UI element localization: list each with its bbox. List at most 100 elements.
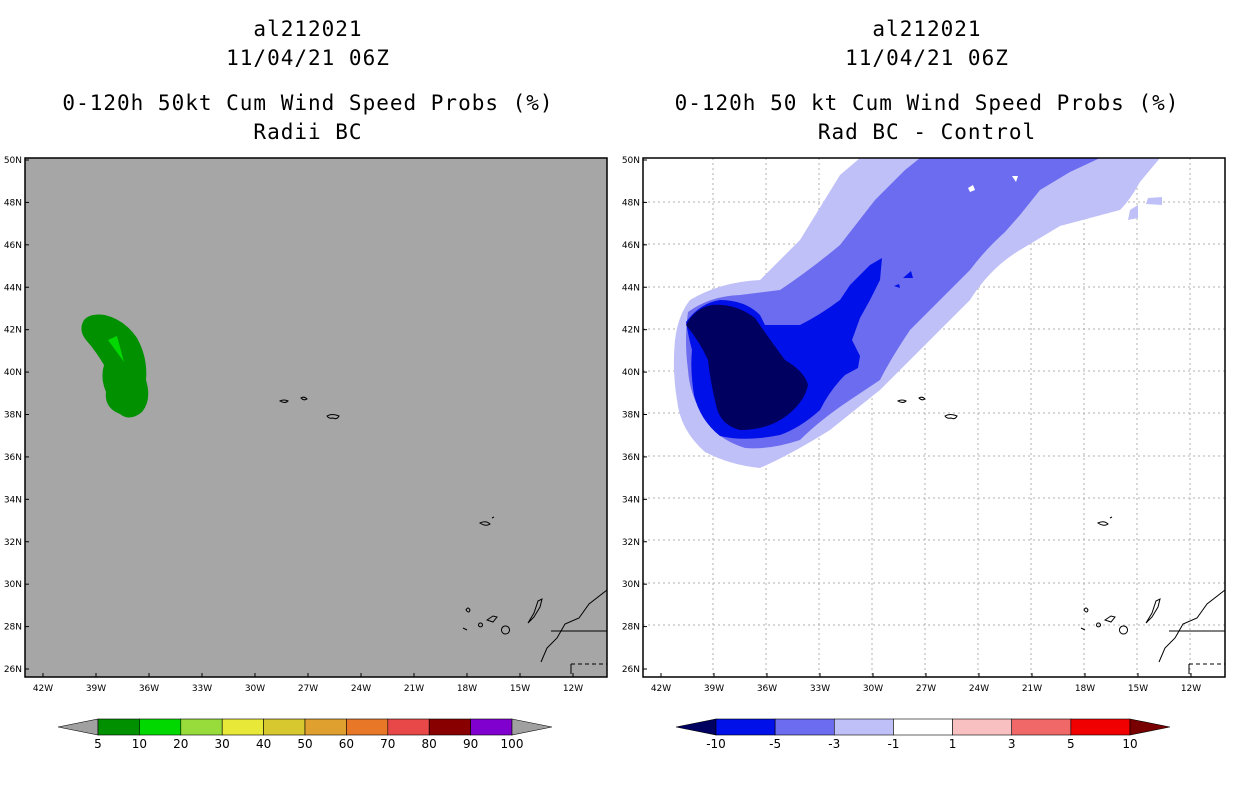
right-colorbar-swatch [1070, 718, 1131, 736]
right-colorbar-label: 1 [949, 737, 957, 751]
left-title-product: 0-120h 50kt Cum Wind Speed Probs (%) [62, 91, 554, 115]
right-lat-label: 36N [622, 453, 640, 463]
left-lon-label: 30W [245, 684, 265, 694]
left-title: al212021 11/04/21 06Z 0-120h 50kt Cum Wi… [0, 15, 616, 147]
left-colorbar-label: 100 [501, 737, 524, 751]
left-lat-label: 50N [4, 156, 22, 166]
right-lon-label: 30W [863, 684, 883, 694]
right-lon-label: 12W [1181, 684, 1201, 694]
right-colorbar-label: -10 [706, 737, 726, 751]
left-colorbar: 5 10 20 30 40 50 60 70 80 90 100 [57, 718, 553, 751]
left-lon-label: 39W [86, 684, 106, 694]
right-colorbar-swatch [1011, 718, 1072, 736]
left-colorbar-label: 80 [422, 737, 437, 751]
left-colorbar-label: 40 [256, 737, 271, 751]
left-map-panel [24, 157, 608, 678]
right-lat-label: 46N [622, 241, 640, 251]
left-lat-label: 30N [4, 580, 22, 590]
left-colorbar-label: 30 [215, 737, 230, 751]
left-lat-label: 48N [4, 198, 22, 208]
right-colorbar: -10 -5 -3 -1 1 3 5 10 [675, 718, 1171, 751]
right-colorbar-swatch [715, 718, 776, 736]
right-lon-label: 21W [1022, 684, 1042, 694]
right-lat-label: 38N [622, 411, 640, 421]
left-prob-contour-10 [81, 314, 149, 418]
right-title: al212021 11/04/21 06Z 0-120h 50 kt Cum W… [618, 15, 1236, 147]
right-colorbar-label: -3 [828, 737, 840, 751]
left-map-background [25, 158, 607, 677]
right-colorbar-label: -5 [769, 737, 781, 751]
right-lat-axis: 50N 48N 46N 44N 42N 40N 38N 36N 34N 32N 30N 28N 26N [622, 156, 647, 675]
left-lat-label: 38N [4, 411, 22, 421]
right-lat-label: 26N [622, 665, 640, 675]
left-colorbar-swatch [428, 718, 471, 736]
left-colorbar-low-arrow [57, 718, 99, 736]
left-colorbar-swatch [97, 718, 140, 736]
left-colorbar-label: 50 [297, 737, 312, 751]
right-lon-label: 18W [1075, 684, 1095, 694]
right-title-date: 11/04/21 06Z [845, 46, 1009, 70]
left-lat-label: 42N [4, 326, 22, 336]
left-colorbar-swatch [304, 718, 347, 736]
right-lat-label: 30N [622, 580, 640, 590]
left-colorbar-label: 20 [173, 737, 188, 751]
left-lon-label: 27W [298, 684, 318, 694]
right-colorbar-label: -1 [887, 737, 899, 751]
right-lon-label: 27W [916, 684, 936, 694]
left-title-storm-id: al212021 [253, 17, 363, 41]
left-colorbar-label: 5 [94, 737, 102, 751]
right-colorbar-label: 10 [1122, 737, 1137, 751]
right-map-frame [642, 157, 1226, 678]
left-colorbar-swatch [470, 718, 513, 736]
right-lat-label: 42N [622, 326, 640, 336]
left-lon-label: 18W [457, 684, 477, 694]
right-lon-label: 15W [1128, 684, 1148, 694]
left-lon-label: 42W [33, 684, 53, 694]
left-lat-label: 36N [4, 453, 22, 463]
left-lat-label: 28N [4, 623, 22, 633]
left-map-frame [24, 157, 608, 678]
left-lon-axis: 42W 39W 36W 33W 30W 27W 24W 21W 18W 15W 12W [33, 673, 583, 694]
left-lat-label: 46N [4, 241, 22, 251]
right-colorbar-swatch [833, 718, 894, 736]
left-lon-label: 36W [139, 684, 159, 694]
left-title-subtitle: Radii BC [253, 120, 363, 144]
right-lat-label: 44N [622, 283, 640, 293]
left-lon-label: 12W [563, 684, 583, 694]
right-lon-label: 24W [969, 684, 989, 694]
right-title-storm-id: al212021 [872, 17, 982, 41]
left-colorbar-label: 10 [132, 737, 147, 751]
right-lon-label: 42W [651, 684, 671, 694]
right-colorbar-label: 5 [1067, 737, 1075, 751]
left-prob-contour-20 [108, 336, 124, 362]
right-colorbar-high-arrow [1129, 718, 1171, 736]
right-lat-label: 40N [622, 368, 640, 378]
left-lat-label: 34N [4, 495, 22, 505]
left-lat-label: 40N [4, 368, 22, 378]
right-lat-label: 48N [622, 198, 640, 208]
left-colorbar-swatch [180, 718, 223, 736]
right-lon-label: 33W [810, 684, 830, 694]
right-contour-minus10 [686, 304, 808, 430]
left-colorbar-label: 90 [463, 737, 478, 751]
right-lat-label: 28N [622, 623, 640, 633]
right-lon-label: 36W [757, 684, 777, 694]
right-colorbar-low-arrow [675, 718, 717, 736]
right-colorbar-swatch [893, 718, 953, 736]
right-lon-label: 39W [704, 684, 724, 694]
left-lat-label: 26N [4, 665, 22, 675]
left-lat-axis: 50N 48N 46N 44N 42N 40N 38N 36N 34N 32N 30N 28N 26N [4, 156, 29, 675]
right-colorbar-swatch [952, 718, 1013, 736]
left-colorbar-swatch [221, 718, 264, 736]
left-lon-label: 33W [192, 684, 212, 694]
left-lat-label: 44N [4, 283, 22, 293]
left-lat-label: 32N [4, 538, 22, 548]
right-colorbar-swatch [774, 718, 835, 736]
left-lon-label: 21W [404, 684, 424, 694]
left-title-date: 11/04/21 06Z [226, 46, 390, 70]
left-lon-label: 15W [510, 684, 530, 694]
left-colorbar-high-arrow [511, 718, 553, 736]
left-colorbar-label: 60 [339, 737, 354, 751]
right-title-subtitle: Rad BC - Control [817, 120, 1037, 144]
